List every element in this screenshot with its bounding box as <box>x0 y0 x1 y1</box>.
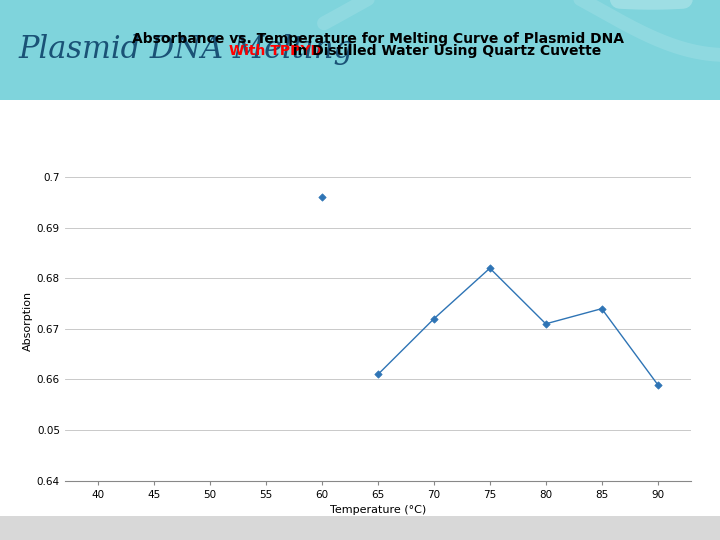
X-axis label: Temperature (°C): Temperature (°C) <box>330 505 426 515</box>
Text: Absorbance vs. Temperature for Melting Curve of Plasmid DNA: Absorbance vs. Temperature for Melting C… <box>132 32 624 46</box>
Point <box>652 380 663 389</box>
Bar <box>0 516 720 540</box>
Text: Plasmid DNA Melting: Plasmid DNA Melting <box>18 35 353 65</box>
Point <box>484 264 495 273</box>
Point <box>428 314 440 323</box>
Point <box>596 305 608 313</box>
Text: in Distilled Water Using Quartz Cuvette: in Distilled Water Using Quartz Cuvette <box>288 44 601 58</box>
Text: With TPPYD: With TPPYD <box>229 44 322 58</box>
Y-axis label: Absorption: Absorption <box>22 291 32 352</box>
Point <box>372 370 384 379</box>
Point <box>540 320 552 328</box>
Bar <box>0 0 720 100</box>
Point <box>316 193 328 202</box>
